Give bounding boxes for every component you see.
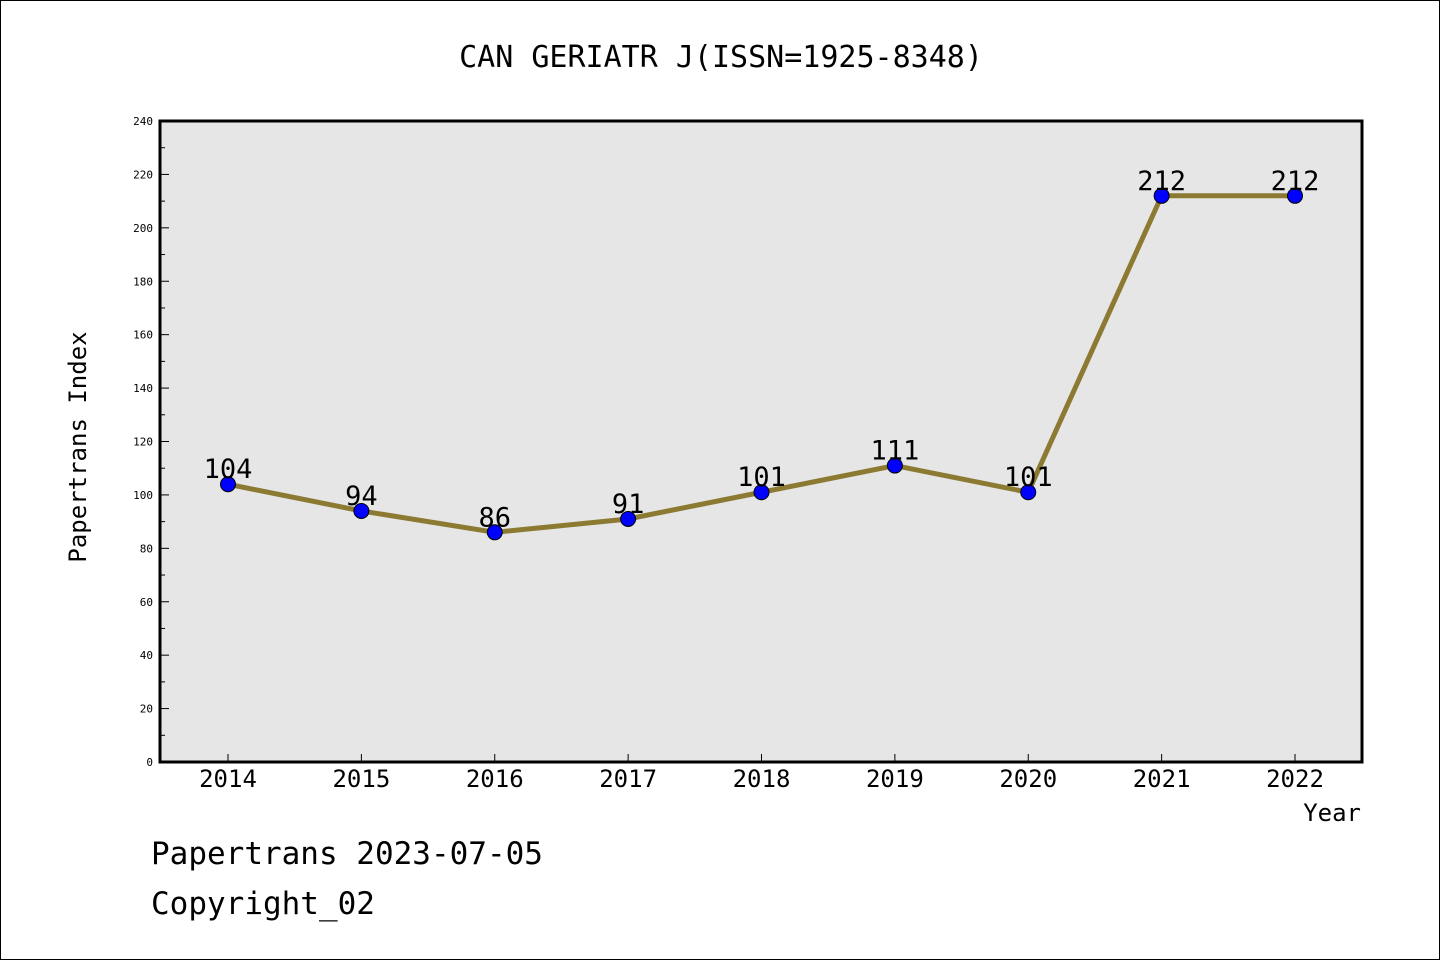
data-label: 212 — [1271, 166, 1320, 197]
x-tick-label: 2016 — [466, 765, 524, 793]
footer-stamp: Papertrans 2023-07-05 — [151, 836, 543, 872]
data-point-marker — [886, 457, 903, 474]
plot-frame — [158, 119, 1364, 764]
plot-area — [160, 121, 1362, 762]
x-tick-label: 2021 — [1133, 765, 1191, 793]
y-tick-label: 20 — [140, 703, 153, 716]
data-label: 86 — [478, 502, 511, 533]
data-point-marker — [1153, 187, 1170, 204]
y-tick-label: 140 — [133, 382, 153, 395]
x-tick-label: 2018 — [733, 765, 791, 793]
data-point-marker — [620, 510, 637, 527]
data-point-marker — [753, 484, 770, 501]
x-tick-label: 2014 — [199, 765, 257, 793]
y-tick-label: 160 — [133, 329, 153, 342]
data-label: 101 — [1004, 462, 1053, 493]
y-tick-label: 40 — [140, 649, 153, 662]
x-tick-label: 2015 — [332, 765, 390, 793]
data-label: 212 — [1137, 166, 1186, 197]
y-tick-label: 180 — [133, 275, 153, 288]
y-tick-label: 240 — [133, 115, 153, 128]
y-tick-label: 200 — [133, 222, 153, 235]
x-axis-ticks: 2014 2015 2016 2017 2018 2019 2020 2021 2022 — [199, 754, 1324, 793]
y-tick-label: 0 — [146, 756, 153, 769]
x-tick-label: 2017 — [599, 765, 657, 793]
x-tick-label: 2022 — [1266, 765, 1324, 793]
data-point-marker — [486, 524, 503, 541]
y-tick-label: 100 — [133, 489, 153, 502]
data-labels-group: 104 94 86 91 101 111 101 212 212 — [204, 166, 1320, 534]
footer-copyright: Copyright_02 — [151, 886, 375, 922]
y-axis-ticks: 0 20 40 60 80 100 120 140 160 180 200 220 240 — [133, 115, 169, 769]
x-tick-label: 2020 — [999, 765, 1057, 793]
data-point-marker — [353, 502, 370, 519]
y-tick-label: 120 — [133, 436, 153, 449]
y-tick-label: 80 — [140, 542, 153, 555]
data-label: 101 — [737, 462, 786, 493]
data-point-marker — [1287, 187, 1303, 204]
data-label: 104 — [204, 454, 253, 485]
data-label: 111 — [870, 436, 919, 467]
data-label: 94 — [345, 481, 378, 512]
x-tick-label: 2019 — [866, 765, 924, 793]
data-point-marker — [220, 476, 236, 493]
y-tick-label: 60 — [140, 596, 153, 609]
x-axis-label: Year — [1303, 799, 1361, 827]
y-axis-label: Papertrans Index — [64, 331, 92, 562]
data-label: 91 — [612, 489, 645, 520]
chart-title: CAN GERIATR J(ISSN=1925-8348) — [459, 40, 983, 75]
y-tick-label: 220 — [133, 168, 153, 181]
series-line-group — [220, 187, 1303, 541]
data-point-marker — [1020, 484, 1037, 501]
